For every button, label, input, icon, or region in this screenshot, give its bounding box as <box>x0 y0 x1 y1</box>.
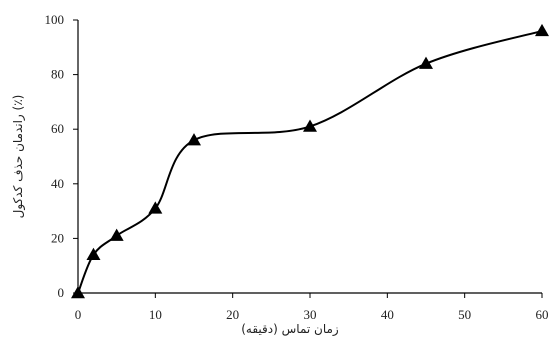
x-axis-title: زمان تماس (دقیقه) <box>241 322 339 337</box>
x-tick-label: 0 <box>75 307 82 322</box>
series-line <box>77 29 543 294</box>
y-tick-label: 0 <box>58 285 65 300</box>
y-tick-label: 40 <box>51 176 64 191</box>
x-tick-label: 20 <box>226 307 239 322</box>
data-point-marker <box>109 228 124 241</box>
data-point-marker <box>535 23 549 37</box>
y-axis-title: راندمان حذف کدکول (٪) <box>11 95 26 219</box>
y-ticks: 0 20 40 60 80 100 <box>45 12 78 300</box>
data-point-marker <box>86 247 101 261</box>
data-point-marker <box>419 56 433 69</box>
y-tick-label: 100 <box>45 12 65 27</box>
data-point-marker <box>187 133 201 146</box>
data-point-marker <box>303 119 317 132</box>
x-tick-label: 10 <box>149 307 162 322</box>
data-point-marker <box>148 201 163 214</box>
x-tick-label: 30 <box>304 307 317 322</box>
axes <box>77 20 542 294</box>
x-tick-label: 60 <box>536 307 549 322</box>
data-point-marker <box>71 286 85 299</box>
y-tick-label: 60 <box>51 121 64 136</box>
x-ticks: 0 10 20 30 40 50 60 <box>75 293 549 322</box>
y-tick-label: 20 <box>51 230 64 245</box>
y-tick-label: 80 <box>51 67 64 82</box>
x-tick-label: 50 <box>458 307 471 322</box>
x-tick-label: 40 <box>381 307 394 322</box>
data-points <box>71 23 549 299</box>
